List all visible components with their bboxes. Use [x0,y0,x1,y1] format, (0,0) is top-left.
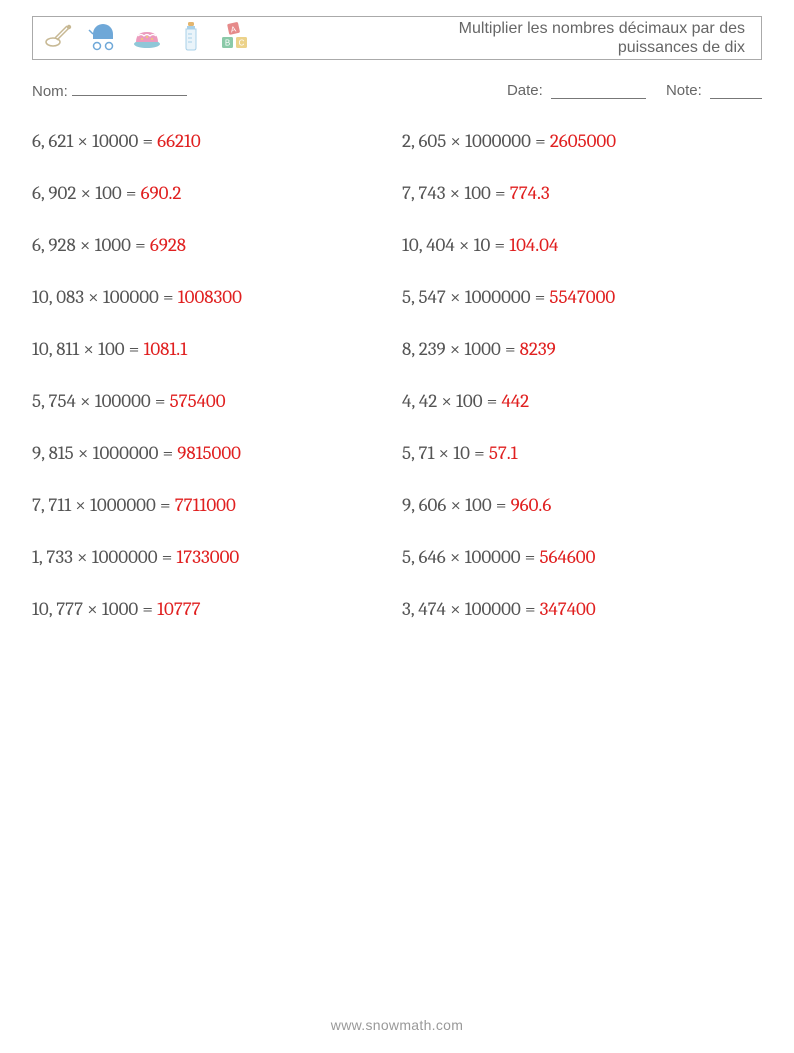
date-blank [551,85,646,99]
problem-answer: 774.3 [510,182,550,204]
problem-answer: 1081.1 [143,338,187,360]
problem: 10, 083 × 100000 = 1008300 [32,286,392,308]
problem: 10, 404 × 10 = 104.04 [402,234,762,256]
bottle-icon [175,20,207,57]
problem-question: 10, 777 × 1000 = [32,598,157,620]
problem-question: 10, 083 × 100000 = [32,286,178,308]
problem-question: 6, 621 × 10000 = [32,130,157,152]
note-blank [710,85,762,99]
worksheet-title: Multiplier les nombres décimaux par des … [459,19,751,57]
svg-text:C: C [239,38,245,47]
problem-answer: 8239 [520,338,556,360]
problem-answer: 575400 [170,390,226,412]
note-field: Note: [666,82,762,99]
name-field: Nom: [32,82,187,100]
problem-question: 10, 404 × 10 = [402,234,509,256]
problem-question: 7, 743 × 100 = [402,182,510,204]
problem-answer: 9815000 [177,442,241,464]
problem: 2, 605 × 1000000 = 2605000 [402,130,762,152]
date-label: Date: [507,82,543,99]
title-line-2: puissances de dix [459,38,745,57]
problem-question: 5, 754 × 100000 = [32,390,170,412]
problem-question: 3, 474 × 100000 = [402,598,540,620]
problem-answer: 5547000 [549,286,615,308]
problem-question: 6, 928 × 1000 = [32,234,150,256]
meta-row: Nom: Date: Note: [32,82,762,100]
problem-question: 6, 902 × 100 = [32,182,141,204]
svg-text:B: B [225,38,230,47]
problem: 9, 815 × 1000000 = 9815000 [32,442,392,464]
stroller-icon [87,20,119,57]
problem-question: 8, 239 × 1000 = [402,338,520,360]
footer: www.snowmath.com [0,1017,794,1033]
blocks-icon: A B C [219,20,251,57]
note-label: Note: [666,82,702,99]
problem: 5, 71 × 10 = 57.1 [402,442,762,464]
problem-answer: 10777 [157,598,201,620]
header-box: A B C Multiplier les nombres décimaux pa… [32,16,762,60]
title-line-1: Multiplier les nombres décimaux par des [459,19,745,38]
problem-question: 5, 646 × 100000 = [402,546,540,568]
footer-text: www.snowmath.com [331,1017,463,1033]
problem-answer: 57.1 [489,442,518,464]
cake-icon [131,20,163,57]
problem: 6, 902 × 100 = 690.2 [32,182,392,204]
problem: 10, 777 × 1000 = 10777 [32,598,392,620]
problem: 6, 928 × 1000 = 6928 [32,234,392,256]
problem-question: 2, 605 × 1000000 = [402,130,550,152]
problem-question: 7, 711 × 1000000 = [32,494,175,516]
problem: 9, 606 × 100 = 960.6 [402,494,762,516]
problem-question: 1, 733 × 1000000 = [32,546,176,568]
problem-answer: 6928 [150,234,186,256]
problem-question: 5, 547 × 1000000 = [402,286,549,308]
problem-answer: 1733000 [176,546,239,568]
problem: 5, 547 × 1000000 = 5547000 [402,286,762,308]
problem-answer: 690.2 [141,182,182,204]
problem-answer: 960.6 [511,494,552,516]
problem-question: 10, 811 × 100 = [32,338,143,360]
problem-question: 9, 606 × 100 = [402,494,511,516]
problem-question: 9, 815 × 1000000 = [32,442,177,464]
problem-answer: 104.04 [509,234,558,256]
problem-question: 5, 71 × 10 = [402,442,489,464]
problem: 8, 239 × 1000 = 8239 [402,338,762,360]
problem: 5, 646 × 100000 = 564600 [402,546,762,568]
name-blank [72,82,187,96]
problem: 10, 811 × 100 = 1081.1 [32,338,392,360]
problem-answer: 442 [501,390,529,412]
problem-answer: 66210 [157,130,201,152]
problem: 7, 743 × 100 = 774.3 [402,182,762,204]
problems-grid: 6, 621 × 10000 = 66210 2, 605 × 1000000 =… [32,130,762,620]
problem: 1, 733 × 1000000 = 1733000 [32,546,392,568]
problem-answer: 564600 [540,546,596,568]
date-field: Date: [507,82,646,99]
problem-question: 4, 42 × 100 = [402,390,501,412]
problem: 4, 42 × 100 = 442 [402,390,762,412]
problem: 6, 621 × 10000 = 66210 [32,130,392,152]
problem-answer: 347400 [540,598,596,620]
problem-answer: 2605000 [550,130,616,152]
problem: 5, 754 × 100000 = 575400 [32,390,392,412]
problem: 3, 474 × 100000 = 347400 [402,598,762,620]
pin-icon [43,20,75,57]
header-icons: A B C [43,20,251,57]
problem-answer: 7711000 [175,494,236,516]
problem: 7, 711 × 1000000 = 7711000 [32,494,392,516]
problem-answer: 1008300 [178,286,242,308]
name-label: Nom: [32,83,68,100]
